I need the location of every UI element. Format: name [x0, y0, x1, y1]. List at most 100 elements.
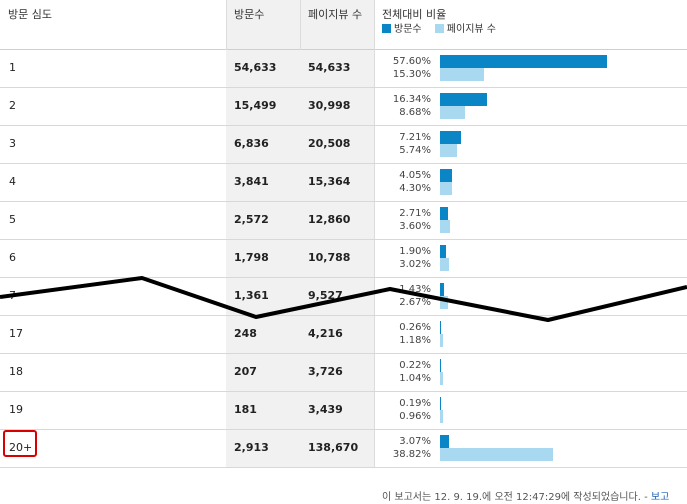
visits-cell: 2,572: [226, 202, 300, 239]
legend-visits: 방문수: [382, 24, 422, 35]
table-row: 1 54,633 54,633 57.60% 15.30%: [0, 50, 687, 88]
column-header-depth[interactable]: 방문 심도: [8, 8, 52, 21]
pageviews-percent: 1.04%: [399, 373, 431, 384]
ratio-cell: 1.90% 3.02%: [374, 240, 687, 277]
visits-cell: 3,841: [226, 164, 300, 201]
pageviews-percent: 2.67%: [399, 297, 431, 308]
visits-bar: [440, 55, 607, 68]
pageviews-bar: [440, 372, 443, 385]
pageviews-percent: 1.18%: [399, 335, 431, 346]
column-header-ratio[interactable]: 전체대비 비율 방문수 페이지뷰 수: [374, 0, 687, 49]
visits-percent: 1.43%: [399, 284, 431, 295]
footer-link[interactable]: 보고: [650, 492, 670, 503]
table-header: 방문 심도 방문수 페이지뷰 수 전체대비 비율 방문수 페이지뷰 수: [0, 0, 687, 50]
legend-pageviews: 페이지뷰 수: [434, 24, 496, 35]
pageviews-cell: 30,998: [300, 88, 374, 125]
depth-cell[interactable]: 18: [9, 365, 23, 378]
ratio-cell: 3.07% 38.82%: [374, 430, 687, 467]
depth-cell[interactable]: 17: [9, 327, 23, 340]
visits-cell: 15,499: [226, 88, 300, 125]
visits-percent: 16.34%: [392, 94, 431, 105]
visits-cell: 248: [226, 316, 300, 353]
depth-cell[interactable]: 3: [9, 137, 16, 150]
ratio-header-label: 전체대비 비율: [382, 8, 447, 21]
depth-cell[interactable]: 4: [9, 175, 16, 188]
table-row: 5 2,572 12,860 2.71% 3.60%: [0, 202, 687, 240]
visits-percent: 3.07%: [399, 436, 431, 447]
visits-percent: 0.26%: [399, 322, 431, 333]
depth-cell[interactable]: 2: [9, 99, 16, 112]
pageviews-cell: 12,860: [300, 202, 374, 239]
pageviews-bar: [440, 68, 484, 81]
pageviews-cell: 20,508: [300, 126, 374, 163]
ratio-cell: 1.43% 2.67%: [374, 278, 687, 315]
visits-percent: 1.90%: [399, 246, 431, 257]
table-row: 4 3,841 15,364 4.05% 4.30%: [0, 164, 687, 202]
visits-percent: 57.60%: [392, 56, 431, 67]
visits-cell: 2,913: [226, 430, 300, 467]
visits-cell: 207: [226, 354, 300, 391]
column-header-pageviews[interactable]: 페이지뷰 수: [300, 0, 374, 49]
ratio-cell: 4.05% 4.30%: [374, 164, 687, 201]
visits-cell: 6,836: [226, 126, 300, 163]
visits-bar: [440, 283, 444, 296]
pageviews-cell: 138,670: [300, 430, 374, 467]
pageviews-percent: 15.30%: [392, 69, 431, 80]
visits-bar: [440, 397, 441, 410]
footer-text: 이 보고서는 12. 9. 19.에 오전 12:47:29에 작성되었습니다.…: [382, 492, 648, 503]
visits-bar: [440, 131, 461, 144]
highlight-box: [3, 430, 37, 457]
pageviews-percent: 3.02%: [399, 259, 431, 270]
visits-cell: 54,633: [226, 50, 300, 87]
pageviews-cell: 54,633: [300, 50, 374, 87]
column-divider: [374, 0, 375, 467]
table-row: 18 207 3,726 0.22% 1.04%: [0, 354, 687, 392]
visits-bar: [440, 169, 452, 182]
pageviews-bar: [440, 296, 448, 309]
pageviews-cell: 10,788: [300, 240, 374, 277]
visits-percent: 0.19%: [399, 398, 431, 409]
depth-cell[interactable]: 19: [9, 403, 23, 416]
pageviews-bar: [440, 182, 452, 195]
depth-cell[interactable]: 1: [9, 61, 16, 74]
pageviews-percent: 3.60%: [399, 221, 431, 232]
pageviews-bar: [440, 144, 457, 157]
pageviews-cell: 3,726: [300, 354, 374, 391]
table-row: 20+ 2,913 138,670 3.07% 38.82%: [0, 430, 687, 468]
depth-cell[interactable]: 7: [9, 289, 16, 302]
visits-bar: [440, 435, 449, 448]
legend-visits-swatch: [382, 24, 391, 33]
table-row: 7 1,361 9,527 1.43% 2.67%: [0, 278, 687, 316]
visits-bar: [440, 207, 448, 220]
table-row: 3 6,836 20,508 7.21% 5.74%: [0, 126, 687, 164]
visits-cell: 1,361: [226, 278, 300, 315]
table-row: 17 248 4,216 0.26% 1.18%: [0, 316, 687, 354]
visits-percent: 7.21%: [399, 132, 431, 143]
ratio-cell: 0.19% 0.96%: [374, 392, 687, 429]
visits-bar: [440, 321, 441, 334]
pageviews-cell: 4,216: [300, 316, 374, 353]
visits-cell: 1,798: [226, 240, 300, 277]
legend-pageviews-label: 페이지뷰 수: [446, 24, 496, 35]
legend-pageviews-swatch: [434, 24, 444, 33]
pageviews-cell: 3,439: [300, 392, 374, 429]
depth-cell[interactable]: 20+: [9, 441, 33, 454]
pageviews-percent: 5.74%: [399, 145, 431, 156]
pageviews-cell: 9,527: [300, 278, 374, 315]
report-footer: 이 보고서는 12. 9. 19.에 오전 12:47:29에 작성되었습니다.…: [382, 488, 669, 503]
ratio-cell: 0.22% 1.04%: [374, 354, 687, 391]
pageviews-bar: [440, 334, 443, 347]
table-row: 19 181 3,439 0.19% 0.96%: [0, 392, 687, 430]
pageviews-percent: 8.68%: [399, 107, 431, 118]
visits-bar: [440, 93, 487, 106]
pageviews-bar: [440, 410, 443, 423]
legend-visits-label: 방문수: [394, 24, 422, 35]
visits-bar: [440, 245, 446, 258]
ratio-cell: 0.26% 1.18%: [374, 316, 687, 353]
depth-cell[interactable]: 5: [9, 213, 16, 226]
pageviews-bar: [440, 220, 450, 233]
visits-cell: 181: [226, 392, 300, 429]
column-header-visits[interactable]: 방문수: [226, 0, 300, 49]
depth-cell[interactable]: 6: [9, 251, 16, 264]
table-row: 6 1,798 10,788 1.90% 3.02%: [0, 240, 687, 278]
